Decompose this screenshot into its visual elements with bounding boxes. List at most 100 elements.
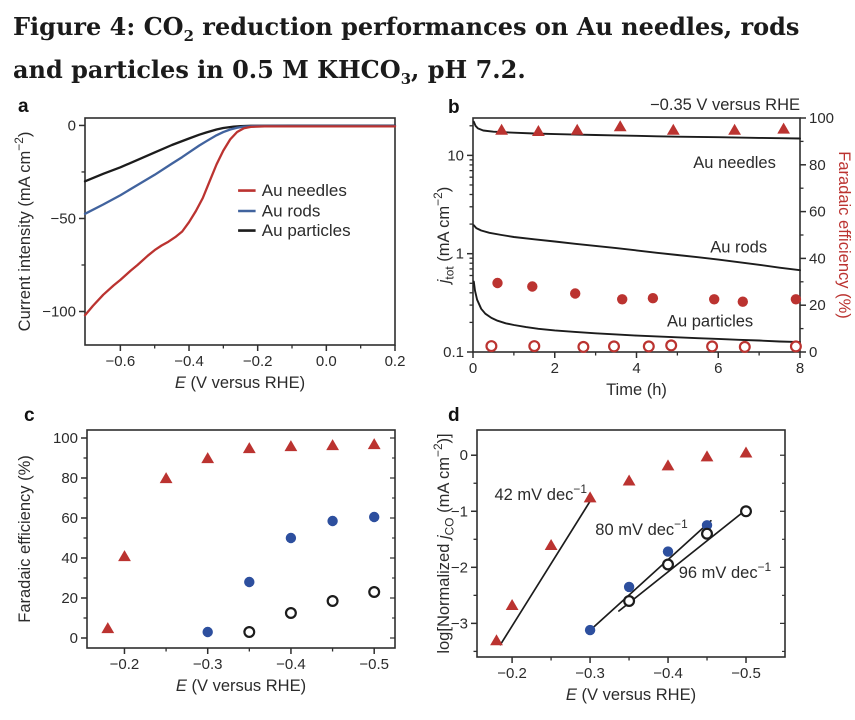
x-tick-label: 0 <box>469 360 477 377</box>
y-tick-label: −2 <box>451 559 468 576</box>
series-fe-au-needles <box>495 120 790 136</box>
y-tick-label: 40 <box>61 550 78 567</box>
x-tick-label: 8 <box>796 360 804 377</box>
legend-label: Au rods <box>262 202 321 221</box>
series-j-au-rods <box>472 224 801 272</box>
y-tick-label: 0 <box>70 630 78 647</box>
legend-label: Au particles <box>262 221 351 240</box>
annotation: Au rods <box>710 238 767 256</box>
y-axis: 0 20 40 60 80 100 Faradaic efficiency (%) <box>16 430 395 647</box>
plot-frame <box>86 429 396 649</box>
panel-d: d −0.2 −0.3 −0.4 −0.5 E (V versus RHE) 0 −1 −2 −3… <box>431 400 855 720</box>
series-j-au-particles <box>472 280 801 344</box>
y-tick-label: −50 <box>51 210 76 227</box>
x-tick-label: −0.4 <box>653 665 683 682</box>
series-au-rods <box>584 520 713 636</box>
x-tick-label: 2 <box>551 360 559 377</box>
x-axis: −0.6 −0.4 −0.2 0.0 0.2 E (V versus RHE) <box>106 345 406 392</box>
annotation: 96 mV dec−1 <box>679 560 772 582</box>
panel-b: b 0 2 4 6 8 Time (h) 10 1 0.1 jtot (mA cm−2) 100 80 6… <box>431 90 855 400</box>
series-fit-96-mv-per-decade <box>618 507 749 612</box>
series-au-particles <box>243 586 381 639</box>
y-tick-label: 0 <box>460 447 468 464</box>
plot-frame <box>84 117 396 346</box>
series-au-particles <box>83 124 397 183</box>
x-tick-label: −0.2 <box>243 353 273 370</box>
annotation: 42 mV dec−1 <box>495 482 588 504</box>
y-tick-label: −1 <box>451 503 468 520</box>
panel-d-plot: −0.2 −0.3 −0.4 −0.5 E (V versus RHE) 0 −1 −2 −3l… <box>431 429 786 704</box>
y-tick-label: 20 <box>61 590 78 607</box>
panel-a: a −0.6 −0.4 −0.2 0.0 0.2 E (V versus RHE) 0 −50 −… <box>10 90 435 400</box>
y2-axis-title: Faradaic efficiency (%) <box>835 151 853 319</box>
y-tick-label: 1 <box>456 246 464 263</box>
y-tick-label: 0 <box>68 117 76 134</box>
y-axis-title: jtot (mA cm−2) <box>431 187 456 285</box>
series-au-rods <box>202 511 380 638</box>
x-tick-label: 6 <box>714 360 722 377</box>
x-tick-label: −0.4 <box>276 656 306 673</box>
panel-label-b: b <box>448 97 460 118</box>
y-tick-label: 0.1 <box>443 344 464 361</box>
x-tick-label: 0.2 <box>385 353 406 370</box>
y-tick-label: 100 <box>53 430 78 447</box>
annotation: Au particles <box>667 312 753 330</box>
series-au-particles <box>623 505 753 608</box>
x-tick-label: 4 <box>632 360 640 377</box>
x-tick-label: −0.2 <box>497 665 527 682</box>
x-axis-title: E (V versus RHE) <box>175 374 305 392</box>
x-axis-title: E (V versus RHE) <box>566 686 696 704</box>
y-tick-label: 10 <box>447 147 464 164</box>
series-au-needles <box>490 446 753 646</box>
figure-caption: Figure 4: CO2 reduction performances on … <box>13 12 800 89</box>
y-axis: 0 −50 −100 Current intensity (mA cm−2) <box>12 117 85 331</box>
y2-axis: 100 80 60 40 20 0 Faradaic efficiency (%) <box>800 110 853 361</box>
plot-frame <box>476 429 786 658</box>
panel-b-plot: 0 2 4 6 8 Time (h) 10 1 0.1 jtot (mA cm−2) 100 80 60… <box>431 96 853 399</box>
x-tick-label: −0.5 <box>731 665 761 682</box>
panel-label-d: d <box>448 405 460 426</box>
x-tick-label: −0.6 <box>106 353 136 370</box>
y-axis: 10 1 0.1 jtot (mA cm−2) <box>431 125 473 361</box>
y2-tick-label: 80 <box>809 157 826 174</box>
panel-label-c: c <box>24 405 35 426</box>
x-axis-title: Time (h) <box>606 381 667 399</box>
panel-label-a: a <box>18 96 29 117</box>
y2-tick-label: 20 <box>809 297 826 314</box>
series-fe-au-rods <box>492 277 802 307</box>
annotation: Au needles <box>693 154 776 172</box>
annotation: 80 mV dec−1 <box>595 517 688 539</box>
panel-c: c −0.2 −0.3 −0.4 −0.5 E (V versus RHE) 0 20 40 60… <box>10 400 435 720</box>
y-tick-label: 60 <box>61 510 78 527</box>
x-axis-title: E (V versus RHE) <box>176 677 306 695</box>
legend-label: Au needles <box>262 181 347 200</box>
x-tick-label: −0.3 <box>575 665 605 682</box>
series-j-au-needles <box>472 120 801 140</box>
y-axis-title: Faradaic efficiency (%) <box>16 455 34 623</box>
series-fe-au-particles <box>485 339 802 353</box>
series-fit-42-mv-per-decade <box>499 500 591 646</box>
y-axis-title: Current intensity (mA cm−2) <box>12 132 34 332</box>
panel-c-plot: −0.2 −0.3 −0.4 −0.5 E (V versus RHE) 0 20 40 60 8… <box>16 429 396 695</box>
y2-tick-label: 100 <box>809 110 834 127</box>
x-axis: 0 2 4 6 8 Time (h) <box>469 352 804 399</box>
series-au-needles <box>83 125 397 317</box>
y-axis-title: log[Normalized jCO (mA cm−2)] <box>431 433 456 653</box>
y2-tick-label: 0 <box>809 344 817 361</box>
x-tick-label: −0.5 <box>359 656 389 673</box>
series-au-rods <box>83 124 397 215</box>
y-tick-label: 80 <box>61 470 78 487</box>
series-fit-80-mv-per-decade <box>587 519 712 633</box>
y-tick-label: −3 <box>451 615 468 632</box>
y2-tick-label: 40 <box>809 250 826 267</box>
x-axis: −0.2 −0.3 −0.4 −0.5 E (V versus RHE) <box>110 648 389 695</box>
panel-a-plot: −0.6 −0.4 −0.2 0.0 0.2 E (V versus RHE) 0 −50 −1… <box>12 117 406 392</box>
y2-tick-label: 60 <box>809 204 826 221</box>
x-axis: −0.2 −0.3 −0.4 −0.5 E (V versus RHE) <box>497 657 761 704</box>
x-tick-label: −0.4 <box>174 353 204 370</box>
x-tick-label: 0.0 <box>316 353 337 370</box>
annotation: −0.35 V versus RHE <box>650 96 800 114</box>
